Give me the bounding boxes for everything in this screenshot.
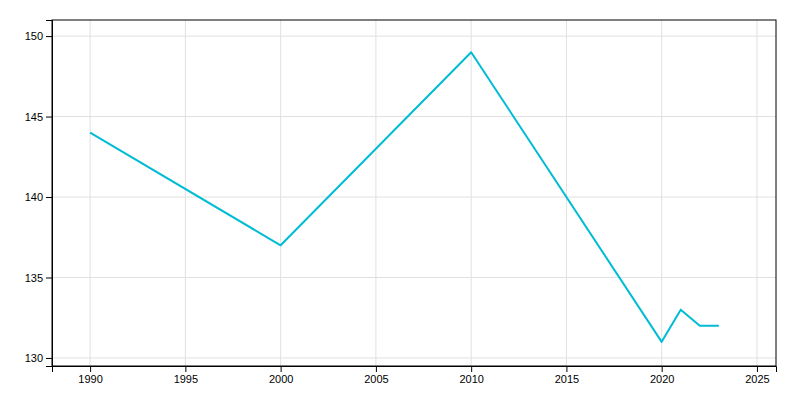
x-tick-mark [757, 366, 758, 372]
y-tick-mark [46, 197, 52, 198]
y-grid-line [52, 197, 776, 198]
chart-container: 1990 1995 2000 2005 2010 2015 2020 2025 130 135 14… [0, 0, 800, 400]
data-line [90, 52, 719, 342]
y-tick: 135 [25, 272, 52, 284]
y-tick-mark [46, 358, 52, 359]
x-grid-line [185, 20, 186, 366]
y-tick: 130 [25, 352, 52, 364]
y-grid-line [52, 36, 776, 37]
x-tick: 2005 [364, 366, 388, 385]
x-tick-mark [281, 366, 282, 372]
x-axis-domain [53, 367, 777, 373]
y-grid-line [52, 116, 776, 117]
y-grid-line [52, 357, 776, 358]
x-tick-label: 2005 [364, 373, 388, 385]
x-tick: 2000 [269, 366, 293, 385]
y-axis-domain [46, 21, 53, 367]
y-tick-label: 150 [25, 30, 43, 42]
x-tick-mark [90, 366, 91, 372]
plot-frame [52, 20, 776, 366]
x-grid-line [661, 20, 662, 366]
x-tick-mark [471, 366, 472, 372]
x-grid-line [471, 20, 472, 366]
y-tick: 140 [25, 191, 52, 203]
x-grid-line [756, 20, 757, 366]
y-tick-label: 130 [25, 352, 43, 364]
y-tick: 145 [25, 111, 52, 123]
y-tick: 150 [25, 30, 52, 42]
x-tick: 2020 [650, 366, 674, 385]
x-tick-mark [566, 366, 567, 372]
y-tick-mark [46, 36, 52, 37]
x-tick: 1990 [78, 366, 102, 385]
chart-svg: 1990 1995 2000 2005 2010 2015 2020 2025 130 135 14… [0, 0, 800, 400]
y-tick-label: 135 [25, 272, 43, 284]
y-axis: 130 135 140 145 150 [25, 21, 53, 367]
x-tick: 2025 [745, 366, 769, 385]
x-grid-line [375, 20, 376, 366]
x-tick-label: 2000 [269, 373, 293, 385]
x-axis: 1990 1995 2000 2005 2010 2015 2020 2025 [53, 366, 777, 385]
x-tick-label: 2015 [555, 373, 579, 385]
y-tick-mark [46, 277, 52, 278]
y-grid-line [52, 277, 776, 278]
x-tick-label: 2010 [459, 373, 483, 385]
x-grid-line [566, 20, 567, 366]
x-tick-mark [662, 366, 663, 372]
x-tick-label: 1990 [78, 373, 102, 385]
x-tick-label: 2025 [745, 373, 769, 385]
y-tick-label: 140 [25, 191, 43, 203]
x-tick-label: 2020 [650, 373, 674, 385]
y-tick-mark [46, 117, 52, 118]
plot-area [90, 52, 719, 342]
x-tick-mark [376, 366, 377, 372]
x-tick: 1995 [174, 366, 198, 385]
x-tick: 2010 [459, 366, 483, 385]
x-tick-label: 1995 [174, 373, 198, 385]
x-tick-mark [185, 366, 186, 372]
grid [52, 20, 776, 366]
x-grid-line [90, 20, 91, 366]
y-tick-label: 145 [25, 111, 43, 123]
plot-root: 1990 1995 2000 2005 2010 2015 2020 2025 130 135 14… [25, 20, 777, 385]
x-tick: 2015 [555, 366, 579, 385]
x-grid-line [280, 20, 281, 366]
